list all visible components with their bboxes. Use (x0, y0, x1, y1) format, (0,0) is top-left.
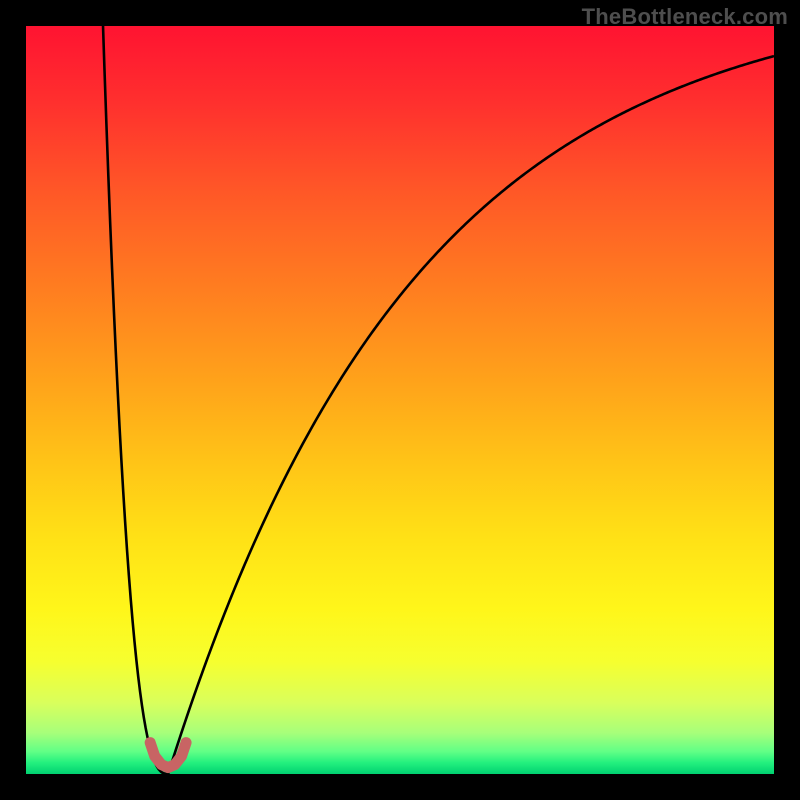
gradient-background (26, 26, 774, 774)
bottleneck-chart (0, 0, 800, 800)
chart-container: TheBottleneck.com (0, 0, 800, 800)
attribution-text: TheBottleneck.com (582, 4, 788, 30)
